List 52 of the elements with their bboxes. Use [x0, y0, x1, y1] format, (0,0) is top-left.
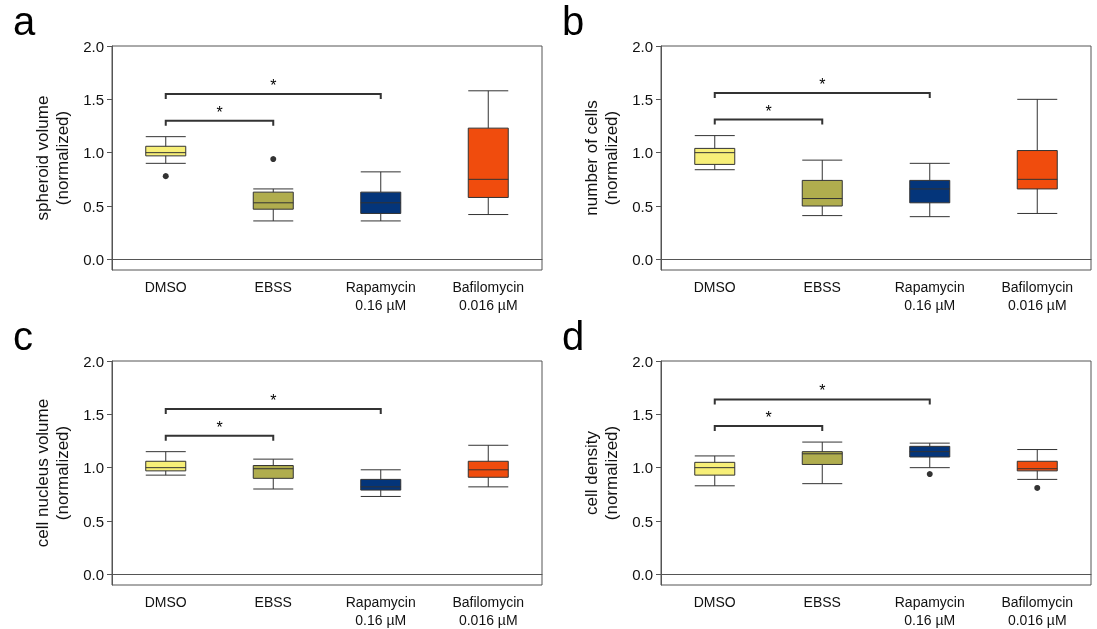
annotation: * [819, 75, 826, 93]
x-tick-label: EBSS [254, 593, 292, 610]
x-tick-label: Bafilomycin 0.016 µM [1001, 593, 1074, 628]
annotation: * [216, 103, 223, 121]
x-tick-label: Bafilomycin 0.016 µM [452, 593, 525, 628]
y-tick-label: 1.5 [632, 405, 653, 423]
x-tick-label: Rapamycin 0.16 µM [345, 279, 416, 313]
y-tick-label: 0.0 [83, 250, 104, 268]
annotation: * [216, 418, 223, 436]
annotation: * [270, 391, 277, 409]
y-tick-label: 2.0 [83, 37, 104, 55]
annotation: * [819, 381, 826, 399]
x-tick-label: Bafilomycin 0.016 µM [452, 279, 525, 313]
y-tick-label: 1.5 [83, 405, 104, 423]
x-tick-label: Rapamycin 0.16 µM [894, 593, 965, 628]
chart-title: a [13, 0, 36, 43]
chart-title: c [13, 313, 33, 358]
y-axis-title: spheroid volume (normalized) [32, 95, 72, 221]
x-tick-label: DMSO [144, 279, 187, 295]
y-tick-label: 0.5 [83, 512, 104, 529]
x-tick-label: EBSS [803, 593, 841, 610]
x-tick-label: EBSS [254, 279, 292, 295]
y-tick-label: 2.0 [632, 37, 653, 55]
x-tick-label: Rapamycin 0.16 µM [345, 593, 416, 628]
x-tick-label: DMSO [144, 593, 187, 610]
chart-title: d [562, 313, 585, 358]
y-tick-label: 0.5 [632, 197, 653, 215]
y-axis-title: cell nucleus volume (normalized) [32, 398, 72, 547]
y-tick-label: 0.5 [83, 197, 104, 215]
y-tick-label: 1.5 [83, 90, 104, 108]
annotation: * [270, 77, 277, 94]
y-tick-label: 1.0 [632, 458, 653, 476]
y-tick-label: 0.0 [83, 565, 104, 583]
y-tick-label: 0.5 [632, 512, 653, 529]
chart-title: b [562, 0, 585, 43]
annotation: * [765, 102, 772, 120]
y-tick-label: 1.5 [632, 90, 653, 108]
annotation: * [765, 408, 772, 426]
y-tick-label: 1.0 [83, 458, 104, 476]
y-axis-title: number of cells (normalized) [581, 100, 621, 216]
y-tick-label: 0.0 [632, 565, 653, 583]
x-tick-label: DMSO [693, 593, 736, 610]
y-tick-label: 2.0 [83, 352, 104, 369]
y-tick-label: 1.0 [632, 144, 653, 162]
x-tick-label: DMSO [693, 279, 736, 295]
x-tick-label: EBSS [803, 279, 841, 295]
x-tick-label: Rapamycin 0.16 µM [894, 279, 965, 313]
y-axis-title: cell density (normalized) [581, 425, 621, 520]
y-tick-label: 2.0 [632, 352, 653, 369]
x-tick-label: Bafilomycin 0.016 µM [1001, 279, 1074, 313]
y-tick-label: 1.0 [83, 144, 104, 162]
y-tick-label: 0.0 [632, 250, 653, 268]
